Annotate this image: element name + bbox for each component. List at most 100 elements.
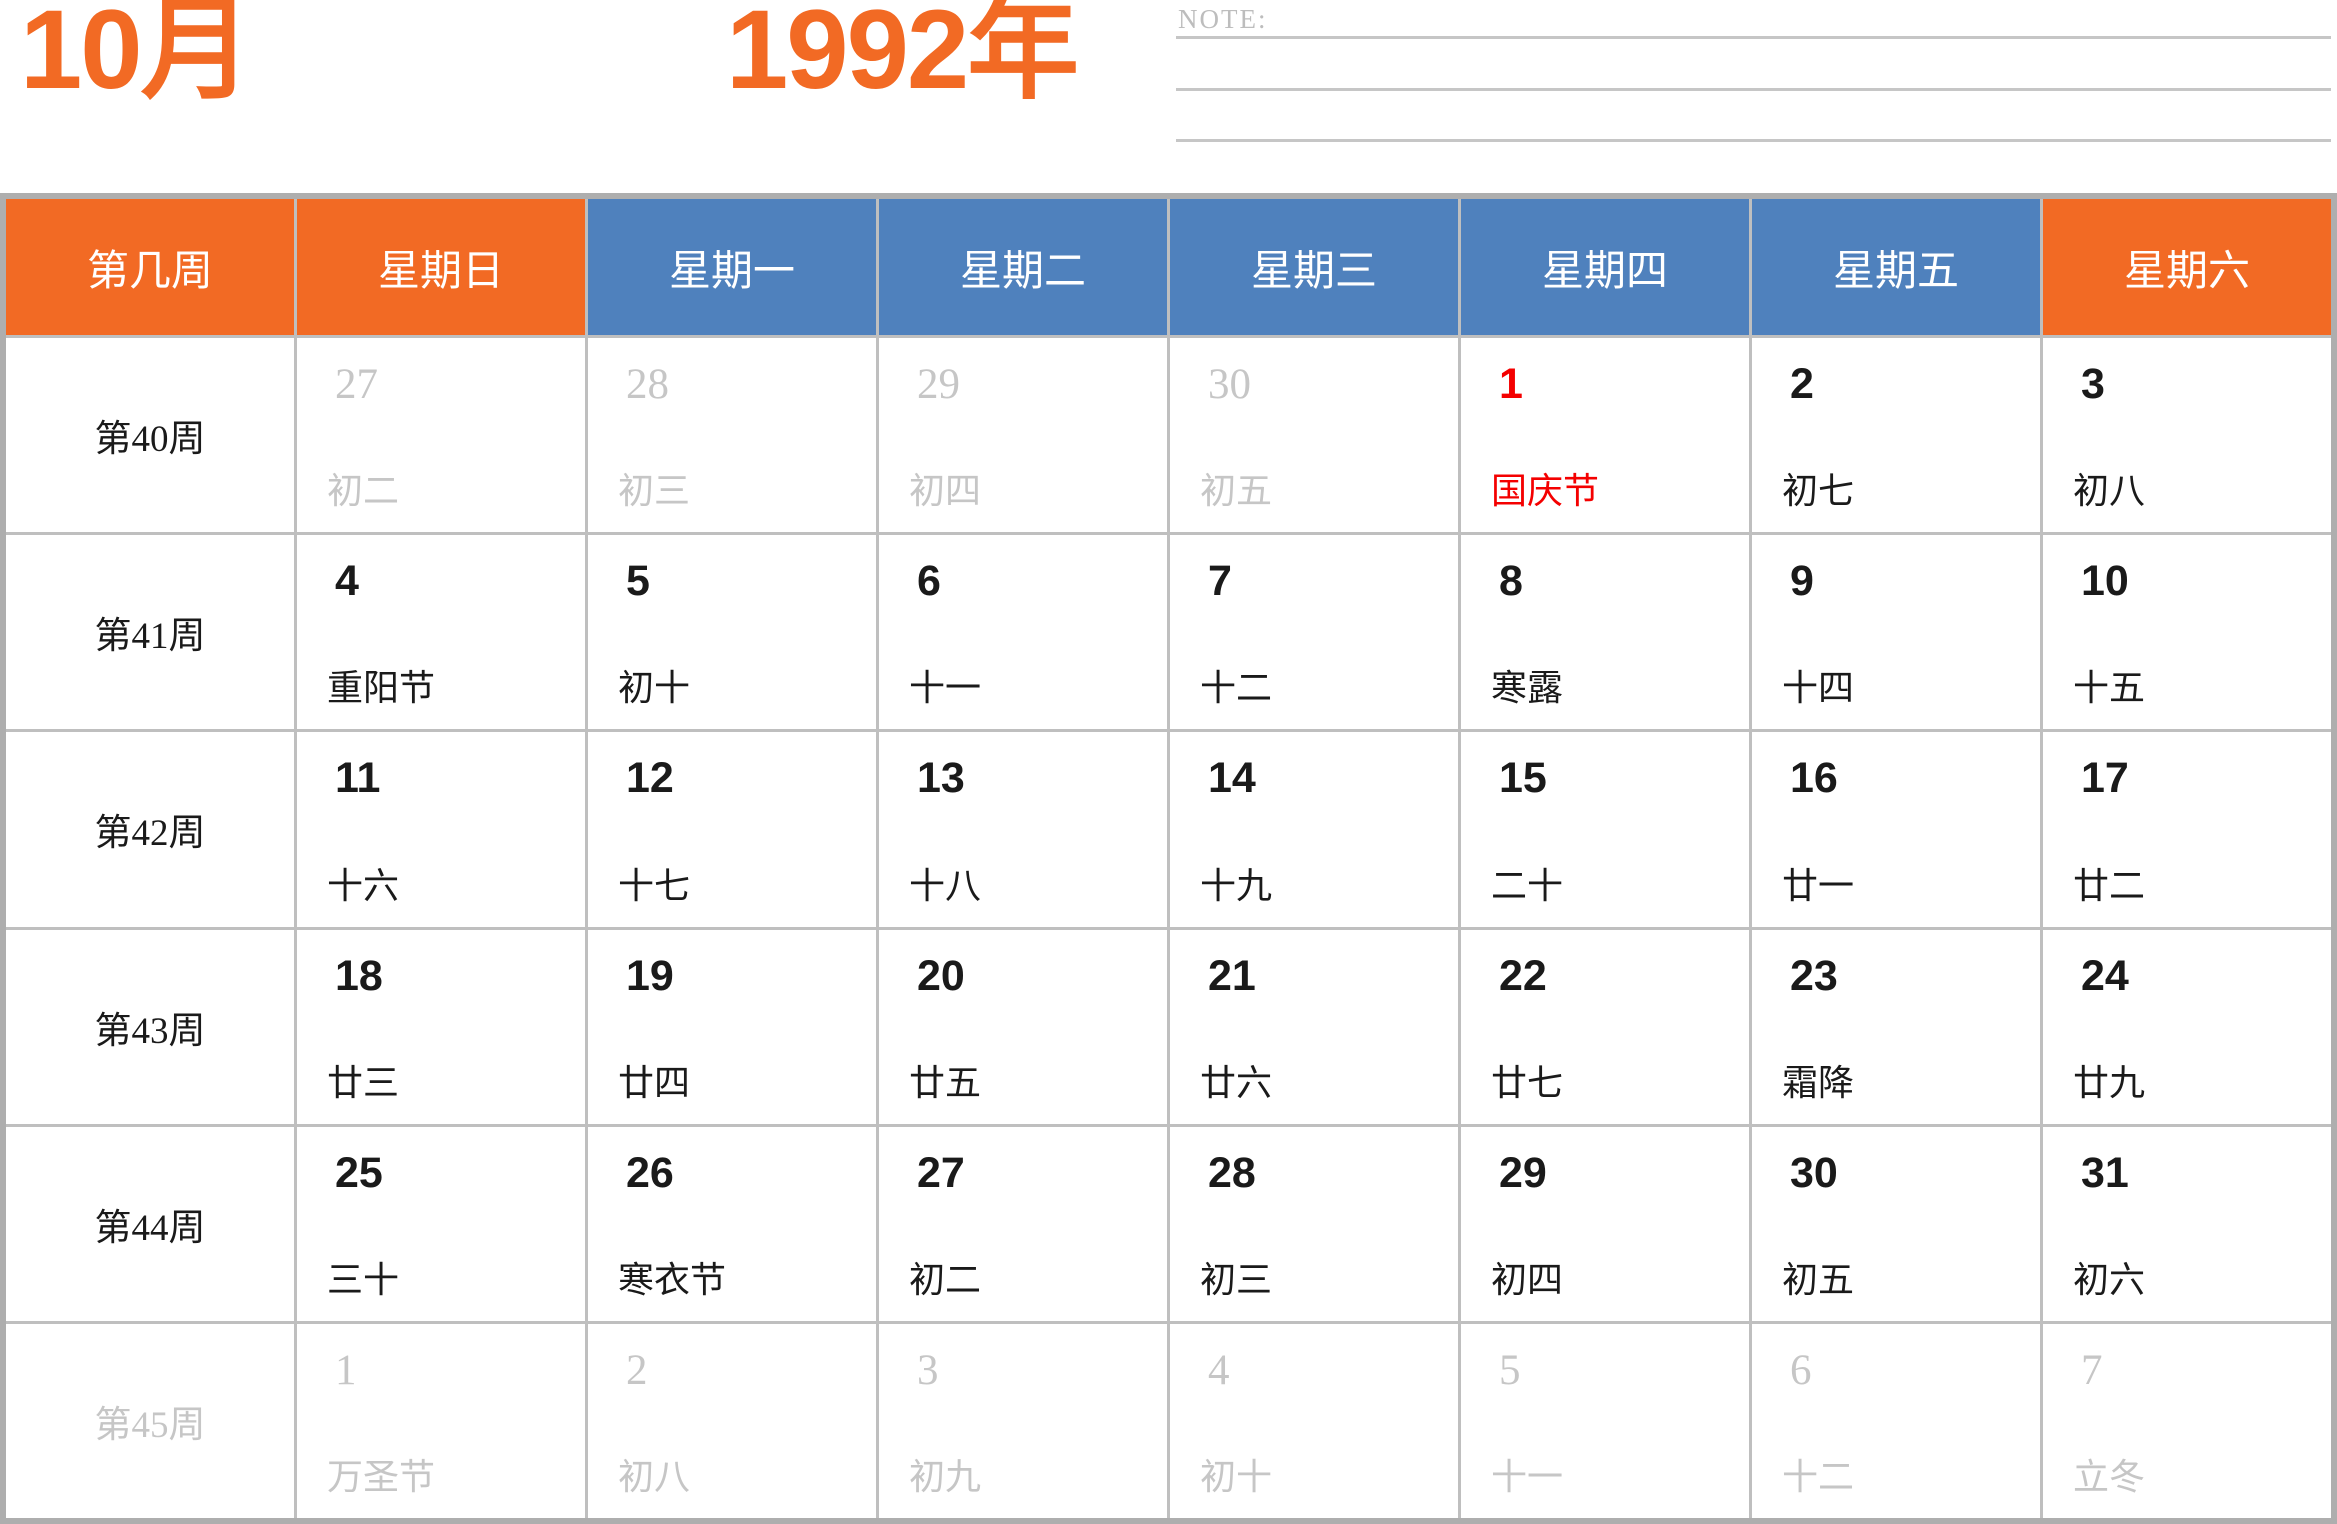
lunar-label: 初四 xyxy=(909,471,982,512)
day-cell-27: 27 初二 xyxy=(879,1126,1167,1321)
day-number: 7 xyxy=(1208,557,1232,606)
day-cell-22: 22 廿七 xyxy=(1461,929,1749,1124)
day-number: 5 xyxy=(1499,1346,1521,1394)
day-number: 18 xyxy=(335,951,383,1000)
day-cell-6: 6 十二 xyxy=(1752,1323,2040,1518)
day-number: 17 xyxy=(2081,754,2129,803)
day-cell-2: 2 初八 xyxy=(588,1323,876,1518)
day-number: 28 xyxy=(626,361,669,408)
day-number: 5 xyxy=(626,557,650,606)
note-writing-line xyxy=(1176,88,2331,91)
day-cell-6: 6 十一 xyxy=(879,535,1167,730)
day-number: 22 xyxy=(1499,951,1547,1000)
day-number: 29 xyxy=(917,361,960,408)
note-label: NOTE: xyxy=(1178,4,1268,34)
lunar-label: 十二 xyxy=(1782,1457,1855,1497)
lunar-label: 初八 xyxy=(618,1457,691,1497)
day-number: 6 xyxy=(917,557,941,606)
day-cell-13: 13 十八 xyxy=(879,732,1167,927)
note-writing-line xyxy=(1176,139,2331,142)
page-title-month: 10月 xyxy=(20,0,253,112)
lunar-label: 初七 xyxy=(1782,471,1855,512)
day-number: 13 xyxy=(917,754,965,803)
day-cell-3: 3 初九 xyxy=(879,1323,1167,1518)
day-cell-29: 29 初四 xyxy=(879,338,1167,533)
day-cell-28: 28 初三 xyxy=(588,338,876,533)
day-number: 4 xyxy=(1208,1346,1230,1394)
lunar-label: 廿九 xyxy=(2073,1062,2146,1103)
lunar-label: 十一 xyxy=(1491,1457,1564,1497)
day-number: 30 xyxy=(1790,1148,1838,1197)
lunar-label: 初五 xyxy=(1782,1259,1855,1300)
lunar-label: 初九 xyxy=(909,1457,982,1497)
day-cell-2: 2 初七 xyxy=(1752,338,2040,533)
day-number: 30 xyxy=(1208,361,1251,408)
day-cell-11: 11 十六 xyxy=(297,732,585,927)
column-header-3: 星期二 xyxy=(879,199,1167,335)
lunar-label: 初十 xyxy=(618,668,691,709)
column-header-4: 星期三 xyxy=(1170,199,1458,335)
calendar-table: 第几周 星期日 星期一 星期二 星期三 星期四 星期五 星期六 第40周 27 初二 28 初三 29 初四… xyxy=(0,193,2337,1524)
lunar-label: 三十 xyxy=(327,1259,400,1300)
day-number: 23 xyxy=(1790,951,1838,1000)
column-header-2: 星期一 xyxy=(588,199,876,335)
day-cell-29: 29 初四 xyxy=(1461,1126,1749,1321)
lunar-label: 寒衣节 xyxy=(618,1259,727,1300)
day-number: 31 xyxy=(2081,1148,2129,1197)
day-number: 8 xyxy=(1499,557,1523,606)
lunar-label: 十四 xyxy=(1782,668,1855,709)
day-cell-3: 3 初八 xyxy=(2043,338,2331,533)
week-label-5: 第45周 xyxy=(6,1323,294,1518)
day-number: 2 xyxy=(626,1346,648,1394)
week-label-1: 第41周 xyxy=(6,535,294,730)
lunar-label: 寒露 xyxy=(1491,668,1564,709)
day-cell-14: 14 十九 xyxy=(1170,732,1458,927)
lunar-label: 重阳节 xyxy=(327,668,436,709)
lunar-label: 十六 xyxy=(327,865,400,906)
lunar-label: 廿二 xyxy=(2073,865,2146,906)
day-cell-20: 20 廿五 xyxy=(879,929,1167,1124)
week-label-3: 第43周 xyxy=(6,929,294,1124)
lunar-label: 廿三 xyxy=(327,1062,400,1103)
lunar-label: 初三 xyxy=(1200,1259,1273,1300)
day-cell-30: 30 初五 xyxy=(1752,1126,2040,1321)
lunar-label: 初二 xyxy=(327,471,400,512)
day-number: 27 xyxy=(335,361,378,408)
column-header-6: 星期五 xyxy=(1752,199,2040,335)
day-cell-4: 4 重阳节 xyxy=(297,535,585,730)
day-number: 6 xyxy=(1790,1346,1812,1394)
day-cell-1: 1 万圣节 xyxy=(297,1323,585,1518)
week-label-2: 第42周 xyxy=(6,732,294,927)
lunar-label: 廿一 xyxy=(1782,865,1855,906)
day-number: 2 xyxy=(1790,360,1814,408)
day-number: 4 xyxy=(335,557,359,606)
day-cell-5: 5 初十 xyxy=(588,535,876,730)
lunar-label: 初二 xyxy=(909,1259,982,1300)
day-cell-30: 30 初五 xyxy=(1170,338,1458,533)
lunar-label: 初三 xyxy=(618,471,691,512)
lunar-label: 霜降 xyxy=(1782,1062,1855,1103)
lunar-label: 立冬 xyxy=(2073,1457,2146,1497)
day-number: 3 xyxy=(2081,360,2105,408)
lunar-label: 廿五 xyxy=(909,1062,982,1103)
lunar-label: 十一 xyxy=(909,668,982,709)
day-cell-1: 1 国庆节 xyxy=(1461,338,1749,533)
day-cell-10: 10 十五 xyxy=(2043,535,2331,730)
week-label-0: 第40周 xyxy=(6,338,294,533)
day-cell-26: 26 寒衣节 xyxy=(588,1126,876,1321)
day-cell-4: 4 初十 xyxy=(1170,1323,1458,1518)
day-number: 25 xyxy=(335,1148,383,1197)
lunar-label: 初八 xyxy=(2073,471,2146,512)
lunar-label: 十二 xyxy=(1200,668,1273,709)
lunar-label: 国庆节 xyxy=(1491,471,1600,512)
lunar-label: 万圣节 xyxy=(327,1457,436,1497)
day-number: 7 xyxy=(2081,1346,2103,1394)
day-cell-28: 28 初三 xyxy=(1170,1126,1458,1321)
day-number: 1 xyxy=(1499,360,1523,408)
lunar-label: 十七 xyxy=(618,865,691,906)
day-number: 26 xyxy=(626,1148,674,1197)
lunar-label: 十九 xyxy=(1200,865,1273,906)
day-cell-12: 12 十七 xyxy=(588,732,876,927)
lunar-label: 十八 xyxy=(909,865,982,906)
lunar-label: 廿六 xyxy=(1200,1062,1273,1103)
